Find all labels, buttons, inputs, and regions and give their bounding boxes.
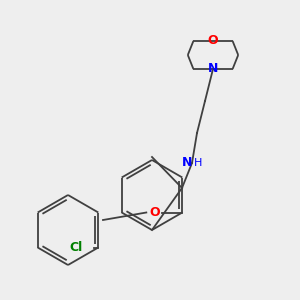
Text: N: N [208, 62, 218, 76]
Text: Cl: Cl [69, 241, 82, 254]
Text: H: H [194, 158, 202, 168]
Text: O: O [149, 206, 160, 219]
Text: O: O [208, 34, 218, 47]
Text: N: N [182, 157, 192, 169]
